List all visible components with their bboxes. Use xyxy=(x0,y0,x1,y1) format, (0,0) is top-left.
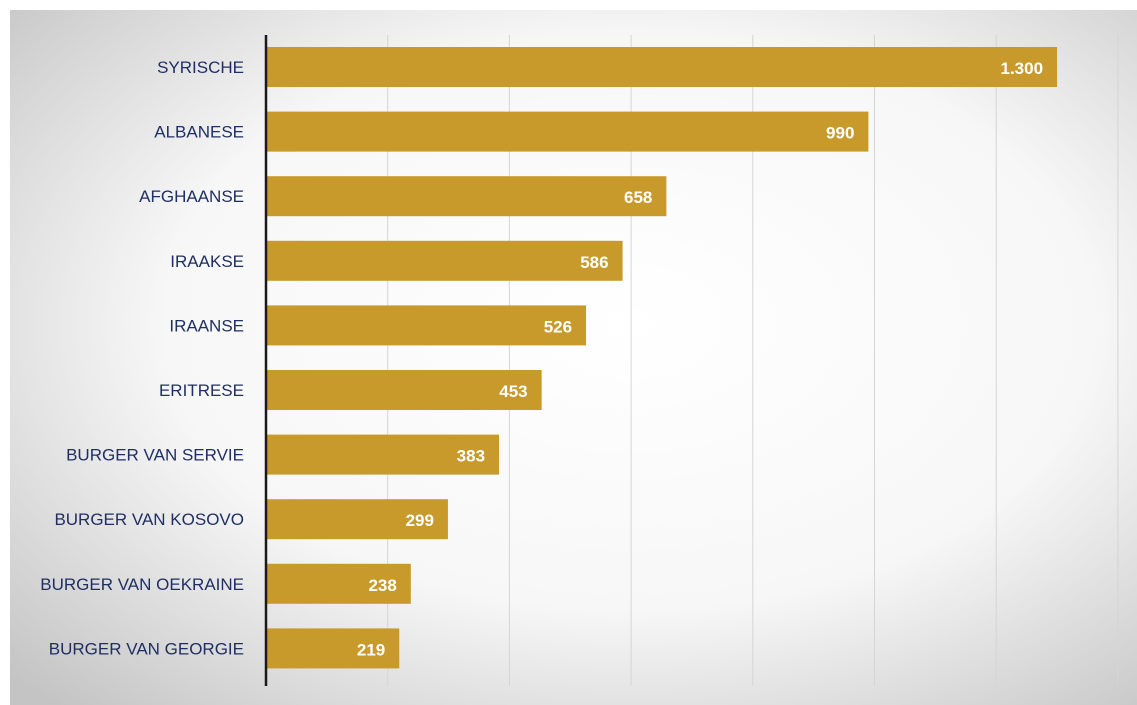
category-label: ERITRESE xyxy=(159,381,244,400)
category-label: AFGHAANSE xyxy=(139,187,244,206)
bar xyxy=(266,111,869,152)
category-label: ALBANESE xyxy=(154,123,244,142)
category-label: BURGER VAN KOSOVO xyxy=(54,510,244,529)
value-label: 299 xyxy=(406,511,434,530)
bar xyxy=(266,240,623,281)
value-label: 238 xyxy=(368,576,396,595)
category-label: BURGER VAN OEKRAINE xyxy=(40,575,244,594)
value-label: 658 xyxy=(624,188,652,207)
value-label: 1.300 xyxy=(1001,59,1044,78)
bar xyxy=(266,176,667,217)
bar xyxy=(266,563,411,604)
bars xyxy=(266,47,1058,669)
value-label: 586 xyxy=(580,253,608,272)
value-labels: 1.300 990 658 586 526 453 383 299 238 219 xyxy=(357,59,1043,659)
category-label: SYRISCHE xyxy=(157,58,244,77)
category-label: IRAANSE xyxy=(169,316,244,335)
value-label: 526 xyxy=(544,317,572,336)
category-label: BURGER VAN SERVIE xyxy=(66,446,244,465)
bar xyxy=(266,499,448,540)
bar xyxy=(266,434,500,475)
category-label: IRAAKSE xyxy=(170,252,244,271)
value-label: 990 xyxy=(826,124,854,143)
bar xyxy=(266,370,542,410)
category-labels: SYRISCHE ALBANESE AFGHAANSE IRAAKSE IRAANSE E… xyxy=(40,58,244,658)
value-label: 219 xyxy=(357,640,385,659)
bar xyxy=(266,628,400,669)
value-label: 453 xyxy=(499,382,527,401)
bar xyxy=(266,47,1058,87)
category-label: BURGER VAN GEORGIE xyxy=(49,639,244,658)
value-label: 383 xyxy=(457,447,485,466)
bar xyxy=(266,305,587,346)
